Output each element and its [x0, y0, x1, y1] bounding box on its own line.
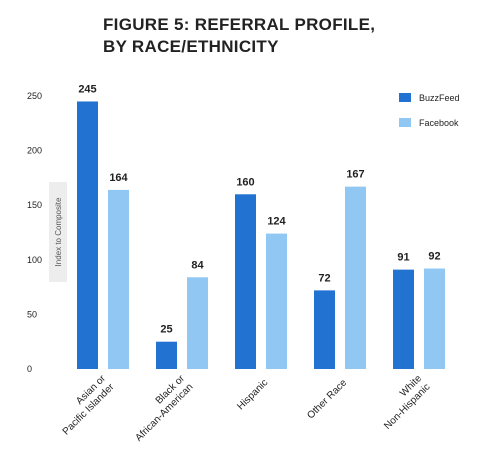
- legend-swatch-facebook: [399, 118, 411, 127]
- bar-facebook: [108, 189, 129, 369]
- data-label: 92: [428, 251, 440, 263]
- data-labels: 245 164 25 84 160 124 72 167 91 92: [78, 83, 440, 335]
- data-label: 91: [397, 252, 409, 264]
- x-axis: Asian orPacific Islander Black orAfrican-…: [52, 373, 433, 444]
- bar-facebook: [266, 233, 287, 369]
- data-label: 72: [318, 272, 330, 284]
- chart-title-line-2: BY RACE/ETHNICITY: [103, 37, 279, 56]
- legend: BuzzFeed Facebook: [399, 93, 460, 128]
- category-label: Hispanic: [235, 377, 270, 412]
- data-label: 160: [236, 176, 254, 188]
- y-tick-label: 250: [27, 91, 42, 101]
- chart-title-line-1: FIGURE 5: REFERRAL PROFILE,: [103, 15, 375, 34]
- y-axis: 0 50 100 150 200 250: [27, 91, 42, 374]
- data-label: 245: [78, 83, 96, 95]
- data-label: 164: [109, 172, 128, 184]
- bars: [77, 101, 445, 370]
- bar-buzzfeed: [314, 290, 335, 369]
- bar-buzzfeed: [77, 101, 98, 370]
- y-tick-label: 100: [27, 255, 42, 265]
- category-label: Black orAfrican-American: [125, 373, 196, 444]
- y-tick-label: 150: [27, 200, 42, 210]
- legend-swatch-buzzfeed: [399, 93, 411, 102]
- bar-buzzfeed: [156, 341, 177, 369]
- y-tick-label: 50: [27, 309, 37, 319]
- bar-facebook: [187, 277, 208, 369]
- y-axis-label: Index to Composite: [49, 182, 67, 282]
- legend-label-facebook: Facebook: [419, 118, 459, 128]
- y-axis-label-text: Index to Composite: [54, 197, 63, 266]
- legend-label-buzzfeed: BuzzFeed: [419, 93, 460, 103]
- data-label: 25: [160, 324, 172, 336]
- category-label: Other Race: [305, 377, 349, 421]
- data-label: 167: [346, 169, 364, 181]
- category-label: Asian orPacific Islander: [52, 373, 117, 438]
- bar-buzzfeed: [235, 194, 256, 369]
- y-tick-label: 200: [27, 146, 42, 156]
- bar-buzzfeed: [393, 269, 414, 369]
- y-axis-label-background: [49, 182, 67, 282]
- category-label: WhiteNon-Hispanic: [374, 373, 433, 432]
- data-label: 84: [191, 259, 204, 271]
- data-label: 124: [267, 216, 286, 228]
- bar-facebook: [424, 268, 445, 369]
- y-tick-label: 0: [27, 364, 32, 374]
- bar-facebook: [345, 186, 366, 369]
